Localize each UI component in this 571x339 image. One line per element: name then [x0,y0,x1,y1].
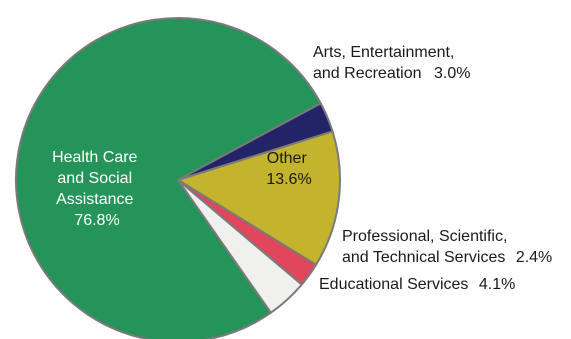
label-prof-line-2: and Technical Services [342,249,505,266]
label-health-line-3: Assistance [56,191,133,208]
pie-slice-other [177,130,341,266]
label-health: Health Care and Social Assistance 76.8% [52,149,142,229]
label-other-line-1: Other [267,150,308,167]
label-health-value: 76.8% [74,212,119,229]
pie-slice-health [15,17,322,339]
label-health-line-1: Health Care [52,149,137,166]
label-edu-line-1: Educational Services [319,276,468,293]
label-other: Other 13.6% [266,150,311,188]
label-prof-value: 2.4% [516,249,552,266]
label-prof-line-1: Professional, Scientific, [342,228,507,245]
pie-slice-edu [177,179,303,314]
label-edu-value: 4.1% [479,276,515,293]
label-other-value: 13.6% [266,171,311,188]
label-arts-value: 3.0% [434,65,470,82]
label-prof: Professional, Scientific, and Technical … [342,228,552,266]
label-arts-line-1: Arts, Entertainment, [313,44,454,61]
label-arts-line-2: and Recreation [313,65,422,82]
label-edu: Educational Services 4.1% [319,276,515,293]
label-health-line-2: and Social [57,170,132,187]
pie-slices [15,17,341,339]
label-arts: Arts, Entertainment, and Recreation 3.0% [313,44,470,82]
